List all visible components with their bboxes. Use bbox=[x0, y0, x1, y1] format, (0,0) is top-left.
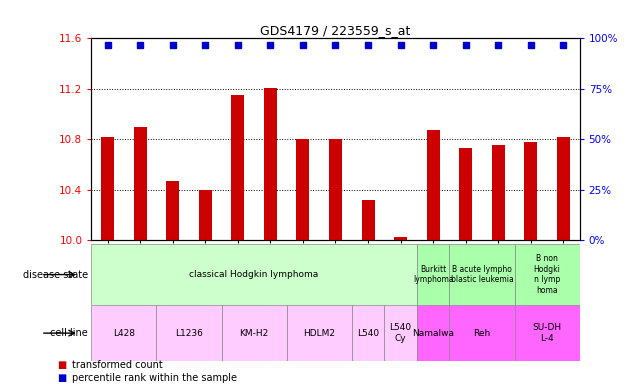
Bar bbox=[222, 305, 287, 361]
Bar bbox=[362, 200, 374, 240]
Text: L540: L540 bbox=[357, 329, 379, 338]
Bar bbox=[166, 181, 180, 240]
Bar bbox=[449, 244, 515, 305]
Text: classical Hodgkin lymphoma: classical Hodgkin lymphoma bbox=[190, 270, 319, 279]
Bar bbox=[515, 305, 580, 361]
Text: SU-DH
L-4: SU-DH L-4 bbox=[532, 323, 561, 343]
Text: KM-H2: KM-H2 bbox=[239, 329, 269, 338]
Bar bbox=[417, 244, 449, 305]
Text: Reh: Reh bbox=[473, 329, 491, 338]
Bar bbox=[156, 305, 222, 361]
Text: percentile rank within the sample: percentile rank within the sample bbox=[72, 373, 238, 383]
Bar bbox=[134, 127, 147, 240]
Bar bbox=[491, 146, 505, 240]
Text: ■: ■ bbox=[57, 360, 66, 370]
Text: Namalwa: Namalwa bbox=[412, 329, 454, 338]
Text: L1236: L1236 bbox=[175, 329, 203, 338]
Bar bbox=[296, 139, 309, 240]
Bar bbox=[329, 139, 342, 240]
Bar bbox=[515, 244, 580, 305]
Bar bbox=[231, 95, 244, 240]
Text: Burkitt
lymphoma: Burkitt lymphoma bbox=[413, 265, 454, 284]
Title: GDS4179 / 223559_s_at: GDS4179 / 223559_s_at bbox=[260, 24, 411, 37]
Text: B non
Hodgki
n lymp
homa: B non Hodgki n lymp homa bbox=[534, 255, 561, 295]
Bar bbox=[384, 305, 417, 361]
Bar bbox=[557, 137, 570, 240]
Bar bbox=[394, 237, 407, 240]
Bar bbox=[459, 148, 472, 240]
Bar bbox=[427, 131, 440, 240]
Text: disease state: disease state bbox=[23, 270, 88, 280]
Bar bbox=[524, 142, 537, 240]
Bar bbox=[199, 190, 212, 240]
Bar bbox=[352, 305, 384, 361]
Bar bbox=[101, 137, 114, 240]
Bar bbox=[91, 305, 156, 361]
Bar bbox=[449, 305, 515, 361]
Bar bbox=[91, 244, 417, 305]
Text: ■: ■ bbox=[57, 373, 66, 383]
Text: transformed count: transformed count bbox=[72, 360, 163, 370]
Bar bbox=[417, 305, 449, 361]
Bar bbox=[264, 88, 277, 240]
Text: L428: L428 bbox=[113, 329, 135, 338]
Text: HDLM2: HDLM2 bbox=[303, 329, 335, 338]
Text: L540
Cy: L540 Cy bbox=[389, 323, 411, 343]
Text: cell line: cell line bbox=[50, 328, 88, 338]
Bar bbox=[287, 305, 352, 361]
Text: B acute lympho
blastic leukemia: B acute lympho blastic leukemia bbox=[450, 265, 513, 284]
